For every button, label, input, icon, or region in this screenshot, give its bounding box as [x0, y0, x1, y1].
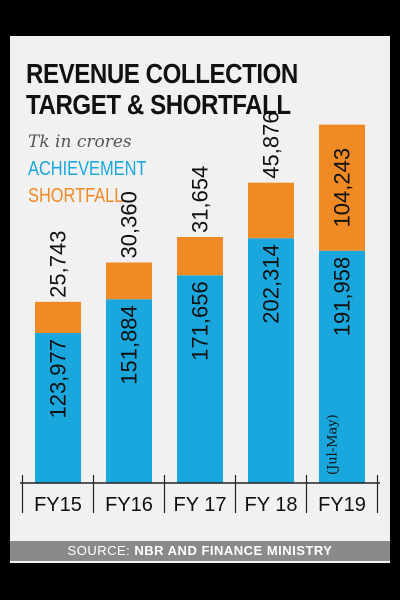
source-text: NBR AND FINANCE MINISTRY — [134, 543, 333, 558]
x-tick-label-1: FY16 — [105, 494, 153, 516]
x-tick-label-4: FY19 — [318, 494, 366, 516]
bar-achievement-0 — [35, 332, 81, 483]
bar-shortfall-3 — [248, 182, 294, 239]
x-tick-label-3: FY 18 — [245, 494, 298, 516]
data-label-achievement-4: 191,958 — [330, 257, 355, 337]
unit-label: Tk in crores — [28, 132, 132, 152]
legend-shortfall: SHORTFALL — [28, 185, 124, 207]
data-label-shortfall-0: 25,743 — [46, 231, 71, 298]
bar-achievement-2 — [177, 275, 223, 483]
title-line-2: TARGET & SHORTFALL — [26, 89, 291, 120]
bar-achievement-3 — [248, 238, 294, 483]
bar-shortfall-4 — [319, 124, 365, 251]
data-label-shortfall-3: 45,876 — [259, 111, 284, 178]
data-label-achievement-0: 123,977 — [46, 339, 71, 419]
legend-achievement: ACHIEVEMENT — [28, 158, 147, 180]
bar-shortfall-0 — [35, 301, 81, 333]
bar-achievement-1 — [106, 299, 152, 483]
bar-achievement-4 — [319, 250, 365, 483]
bar-shortfall-1 — [106, 262, 152, 300]
data-label-achievement-2: 171,656 — [188, 281, 213, 361]
data-label-shortfall-4: 104,243 — [330, 148, 355, 228]
data-label-achievement-3: 202,314 — [259, 244, 284, 324]
x-tick-label-2: FY 17 — [174, 494, 227, 516]
data-label-shortfall-2: 31,654 — [188, 166, 213, 233]
data-label-shortfall-1: 30,360 — [117, 191, 142, 258]
bar-shortfall-2 — [177, 236, 223, 276]
x-tick-label-0: FY15 — [34, 494, 82, 516]
data-label-achievement-1: 151,884 — [117, 305, 142, 385]
source-bar: SOURCE: NBR AND FINANCE MINISTRY — [10, 541, 390, 561]
chart-title: REVENUE COLLECTION TARGET & SHORTFALL — [26, 58, 298, 120]
annotation-0: (Jul-May) — [326, 414, 341, 475]
source-prefix: SOURCE: — [67, 543, 135, 558]
title-line-1: REVENUE COLLECTION — [26, 58, 298, 89]
